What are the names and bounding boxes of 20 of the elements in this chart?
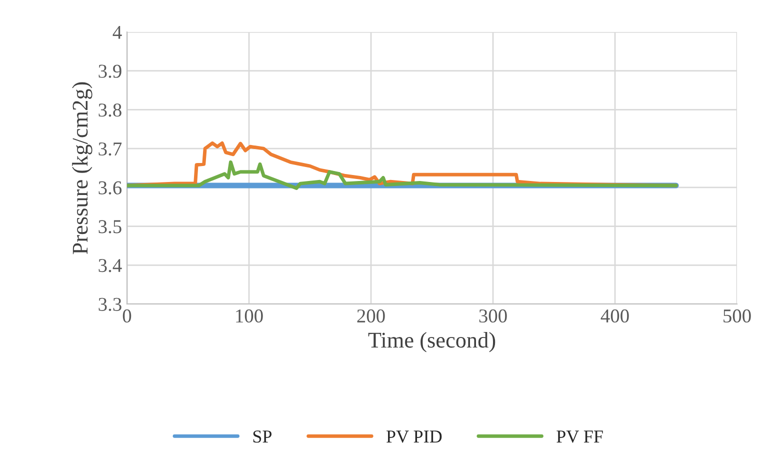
- x-tick-label: 100: [236, 309, 263, 323]
- y-axis-title: Pressure (kg/cm2g): [72, 82, 92, 254]
- y-tick-label: 3.6: [98, 181, 122, 194]
- y-tick-label: 3.5: [98, 220, 122, 234]
- x-tick-label: 300: [479, 309, 507, 323]
- y-tick-label: 3.7: [98, 142, 122, 156]
- x-axis-title: Time (second): [368, 332, 496, 352]
- x-tick-label: 0: [122, 309, 132, 323]
- y-tick-label: 3.3: [98, 298, 122, 312]
- legend-label: PV FF: [556, 430, 603, 443]
- x-tick-label: 500: [724, 309, 751, 323]
- legend-label: PV PID: [386, 430, 442, 443]
- y-tick-label: 3.4: [98, 259, 122, 272]
- y-tick-label: 3.8: [98, 104, 122, 117]
- legend-label: SP: [253, 430, 272, 443]
- x-tick-label: 200: [357, 309, 385, 323]
- x-tick-label: 400: [600, 309, 629, 323]
- line-series: [127, 160, 678, 190]
- y-tick-label: 4: [112, 26, 122, 39]
- y-tick-label: 3.9: [98, 64, 122, 78]
